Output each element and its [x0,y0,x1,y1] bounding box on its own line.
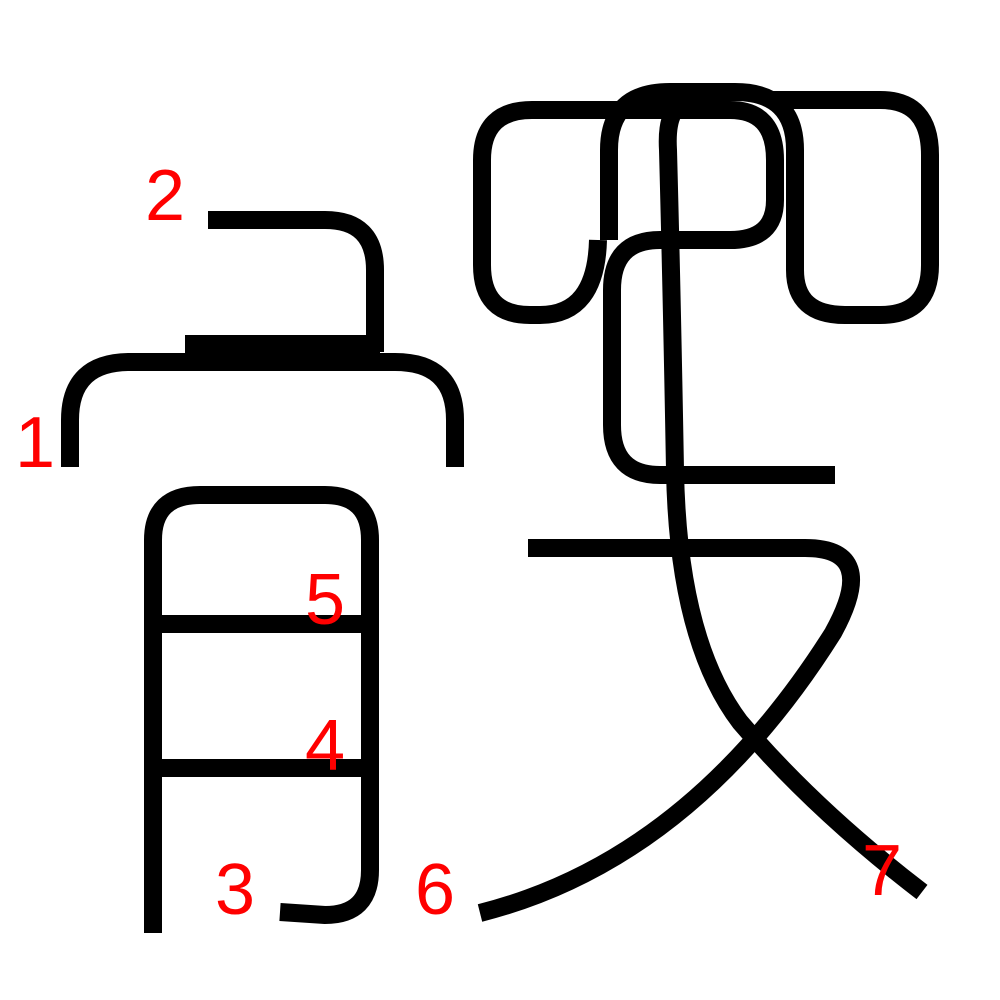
stroke-2-thick-bar [185,335,380,355]
stroke-6-sweep [477,539,861,922]
right-top-left-loop [473,101,835,484]
stroke-label-2: 2 [145,156,185,236]
stroke-label-6: 6 [415,850,455,930]
stroke-2-top-hook [208,211,384,352]
right-top-middle-arch [600,83,939,324]
stroke-label-4: 4 [305,706,345,786]
stroke-label-5: 5 [305,560,345,640]
stroke-7-long-stroke [658,91,928,900]
stroke-1-roof [61,353,464,467]
stroke-label-1: 1 [15,403,55,483]
stroke-label-7: 7 [862,831,902,911]
stroke-label-3: 3 [215,850,255,930]
stroke-3-frame [144,486,379,933]
